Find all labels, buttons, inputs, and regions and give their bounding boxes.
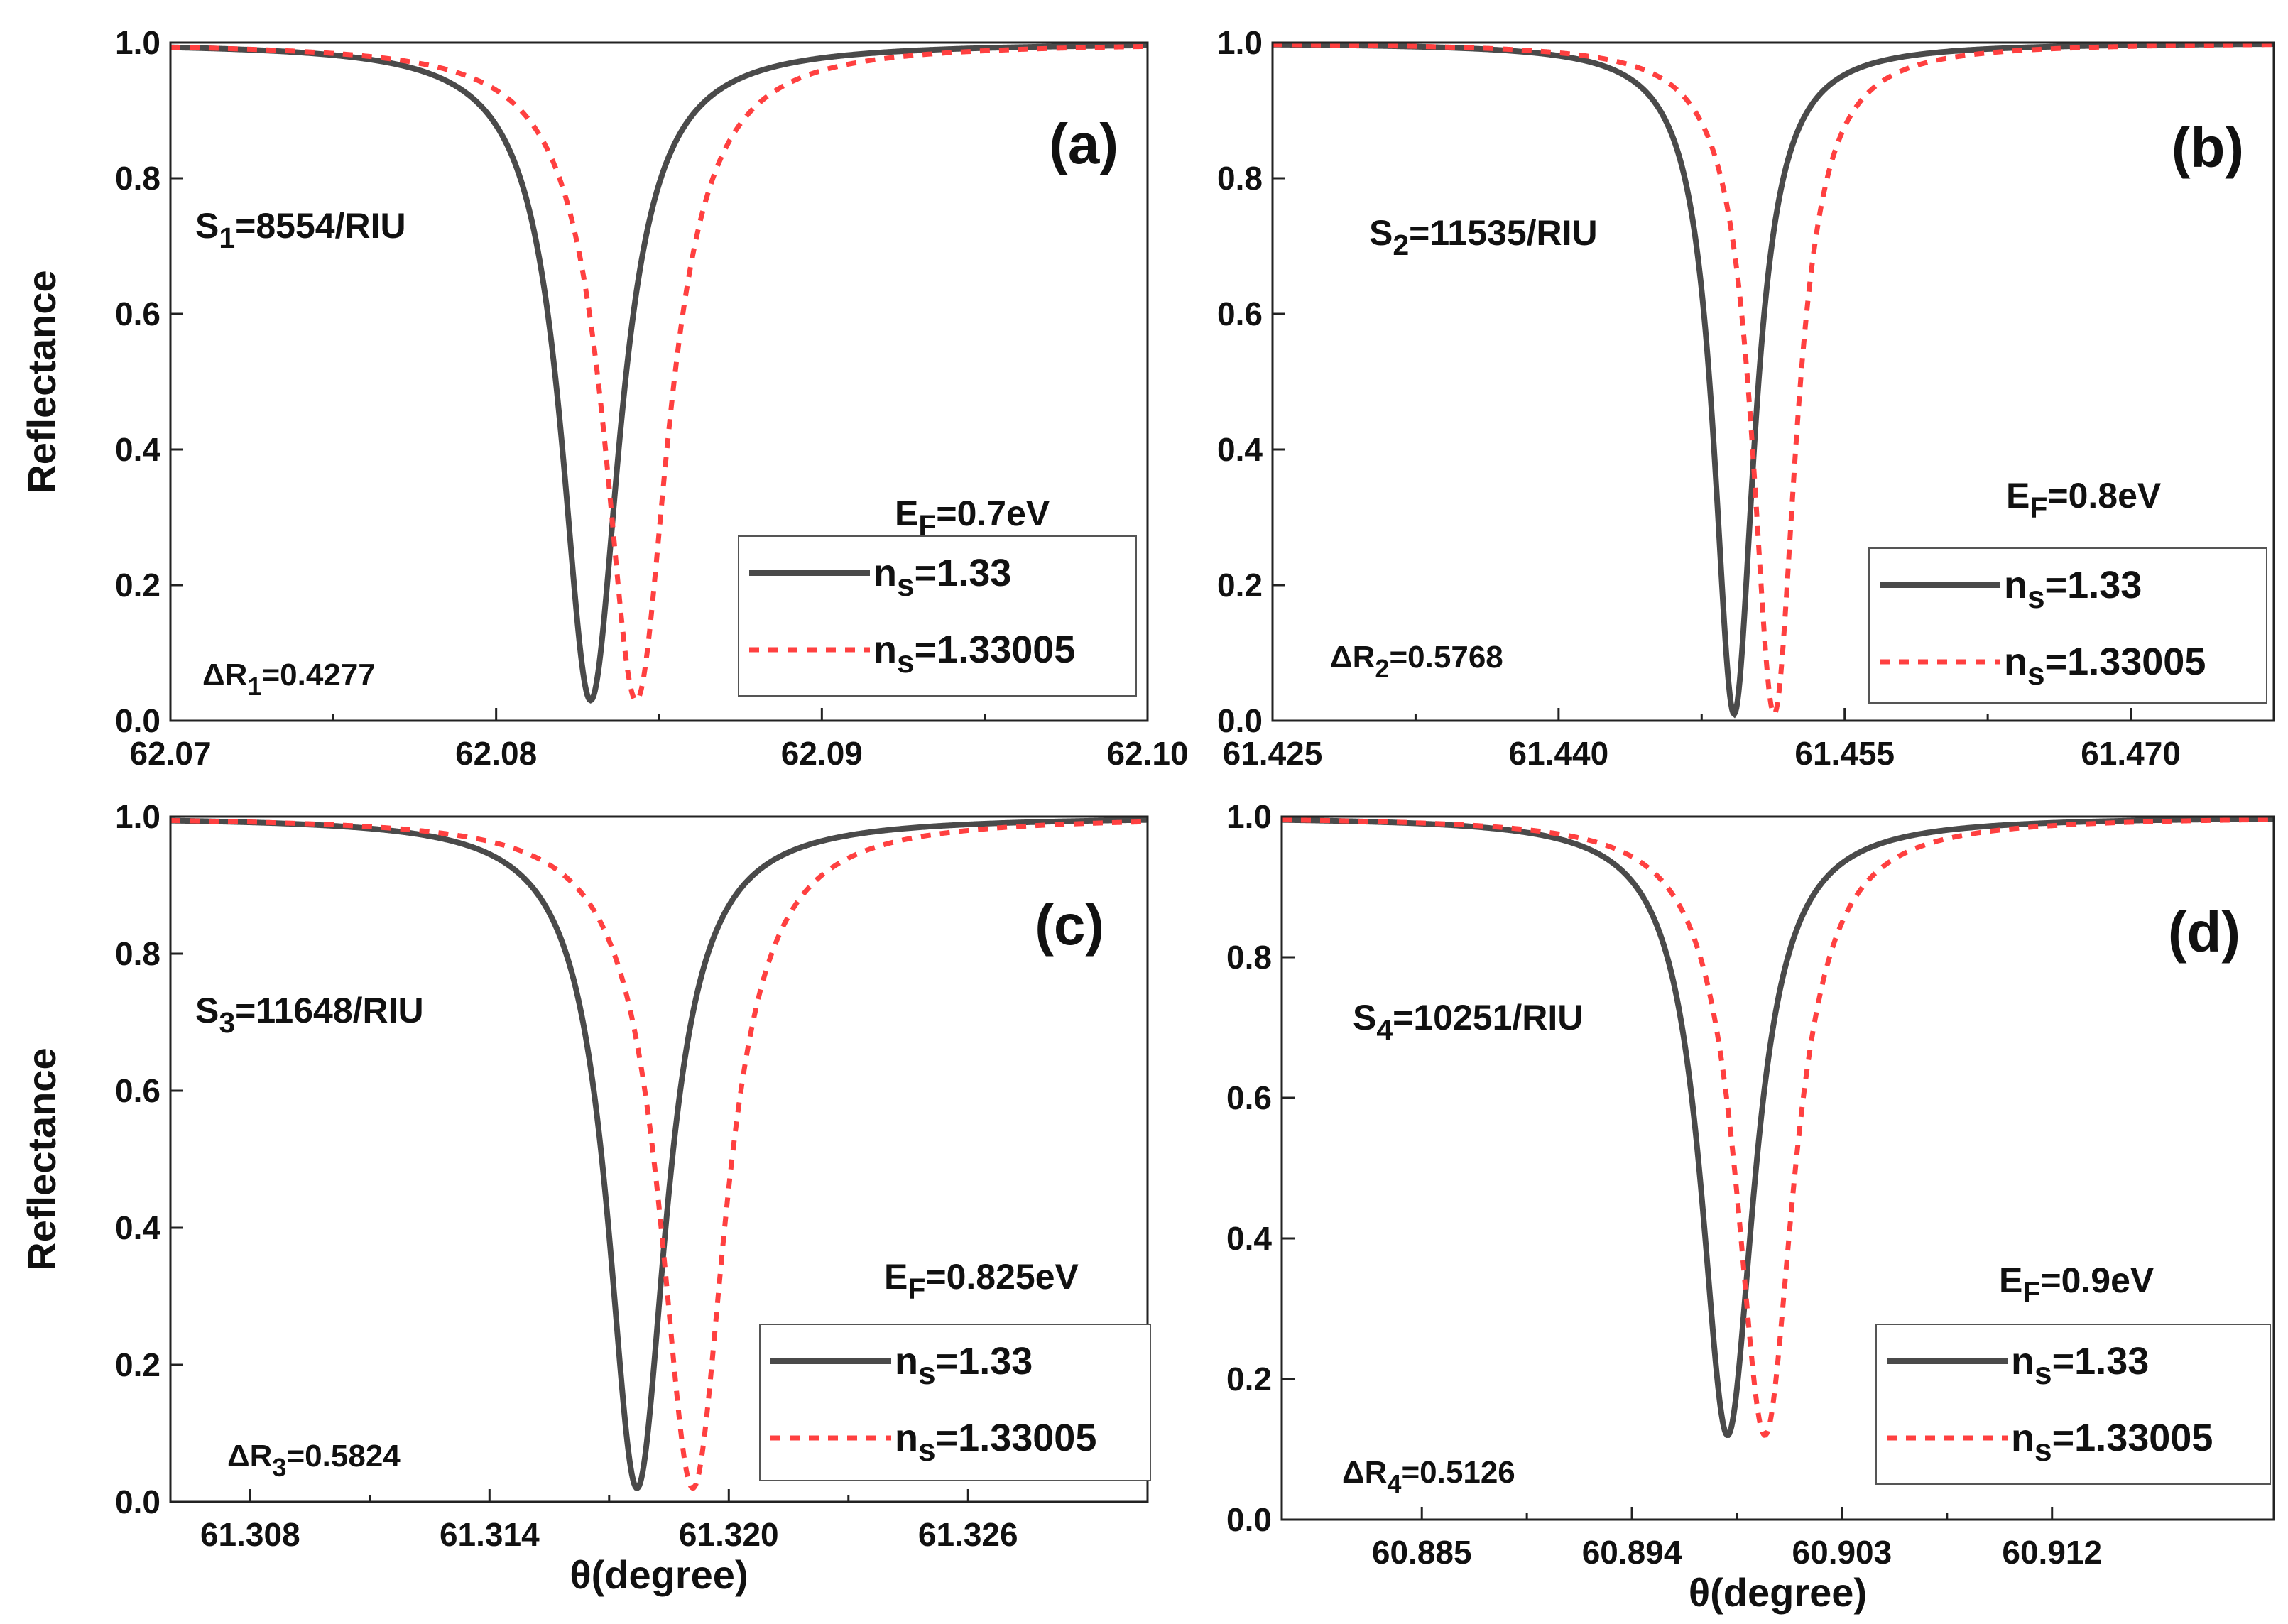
x-tick-label: 62.09 (781, 735, 863, 772)
panel-c: 0.0 0.2 0.4 0.6 0.8 1.0 61.308 61.314 61.320 61.3… (19, 798, 1151, 1597)
sensitivity-annotation: S2=11535/RIU (1369, 213, 1598, 261)
y-tick-label: 1.0 (1217, 24, 1263, 61)
x-tick-label: 61.314 (440, 1516, 540, 1553)
legend-label: ns=1.33 (873, 552, 1011, 603)
series-line-ns-1-33005 (1282, 817, 2274, 1438)
x-tick-label: 61.470 (2081, 735, 2181, 772)
legend-box (1868, 547, 2267, 704)
legend-label: ns=1.33005 (895, 1417, 1096, 1468)
y-tick-label: 0.6 (1226, 1079, 1272, 1116)
panel-b: 0.0 0.2 0.4 0.6 0.8 1.0 61.425 61.440 61.455 61.4… (1217, 24, 2275, 772)
x-tick-label: 61.326 (918, 1516, 1018, 1553)
legend-label: ns=1.33005 (873, 628, 1075, 680)
x-tick-label: 61.425 (1223, 735, 1323, 772)
y-tick-label: 0.2 (115, 1346, 160, 1383)
y-tick-label: 0.8 (1226, 939, 1272, 976)
x-tick-label: 61.455 (1794, 735, 1895, 772)
y-tick-label: 0.8 (115, 935, 160, 972)
y-tick-label: 0.4 (115, 431, 160, 468)
y-tick-label: 0.0 (115, 1483, 160, 1520)
y-tick-label: 1.0 (115, 798, 160, 835)
x-tick-label: 60.885 (1372, 1534, 1472, 1571)
legend: ns=1.33 ns=1.33005 (1868, 547, 2267, 704)
x-tick-label: 60.894 (1582, 1534, 1682, 1571)
legend-label: ns=1.33 (2011, 1340, 2149, 1391)
delta-r-annotation: ΔR1=0.4277 (202, 658, 376, 701)
legend: ns=1.33 ns=1.33005 (1875, 1324, 2271, 1485)
x-tick-label: 60.912 (2002, 1534, 2102, 1571)
x-axis-title: θ(degree) (1689, 1570, 1867, 1615)
series-line-ns-1-33 (1273, 43, 2274, 719)
panel-d: 0.0 0.2 0.4 0.6 0.8 1.0 60.885 60.894 60.903 60.9… (1226, 798, 2275, 1615)
delta-r-annotation: ΔR4=0.5126 (1342, 1455, 1515, 1498)
sensitivity-annotation: S4=10251/RIU (1353, 998, 1583, 1046)
y-tick-label: 0.6 (115, 1072, 160, 1109)
x-tick-label: 62.10 (1106, 735, 1188, 772)
y-tick-label: 0.0 (115, 702, 160, 739)
x-tick-label: 62.07 (129, 735, 211, 772)
legend-label: ns=1.33 (2004, 564, 2142, 615)
plot-frame (1271, 41, 2275, 722)
fermi-energy-annotation: EF=0.825eV (884, 1257, 1079, 1305)
y-tick-label: 1.0 (1226, 798, 1272, 835)
x-tick-label: 61.308 (200, 1516, 300, 1553)
delta-r-annotation: ΔR2=0.5768 (1330, 640, 1503, 683)
y-tick-label: 0.8 (1217, 160, 1263, 197)
legend-box (759, 1324, 1151, 1481)
fermi-energy-annotation: EF=0.9eV (1999, 1260, 2154, 1309)
legend-box (1875, 1324, 2271, 1485)
series-line-ns-1-33005 (170, 817, 1148, 1491)
fermi-energy-annotation: EF=0.7eV (895, 494, 1050, 542)
panel-label: (d) (2168, 900, 2240, 964)
legend-box (738, 535, 1137, 697)
legend: ns=1.33 ns=1.33005 (738, 535, 1137, 697)
panel-label: (a) (1049, 112, 1118, 175)
panel-label: (b) (2172, 116, 2244, 179)
x-tick-label: 60.903 (1792, 1534, 1892, 1571)
y-tick-label: 0.4 (1226, 1220, 1272, 1257)
series-line-ns-1-33005 (170, 43, 1148, 704)
x-tick-label: 61.440 (1509, 735, 1609, 772)
sensitivity-annotation: S1=8554/RIU (195, 206, 406, 254)
y-tick-label: 0.8 (115, 160, 160, 197)
y-tick-label: 0.0 (1217, 702, 1263, 739)
x-tick-label: 62.08 (455, 735, 537, 772)
legend-label: ns=1.33005 (2004, 641, 2206, 692)
y-tick-label: 0.6 (1217, 295, 1263, 332)
sensitivity-annotation: S3=11648/RIU (195, 991, 424, 1039)
y-tick-label: 0.6 (115, 295, 160, 332)
y-tick-label: 0.4 (115, 1209, 160, 1246)
legend-label: ns=1.33005 (2011, 1417, 2213, 1468)
y-axis-title: Reflectance (19, 270, 64, 493)
x-tick-label: 61.320 (679, 1516, 779, 1553)
fermi-energy-annotation: EF=0.8eV (2006, 476, 2162, 524)
panel-label: (c) (1035, 893, 1104, 957)
plot-frame (1280, 815, 2275, 1521)
panel-a: 0.0 0.2 0.4 0.6 0.8 1.0 62.07 62.08 62.09 62.10 Re… (19, 24, 1189, 772)
y-tick-label: 0.2 (1217, 567, 1263, 604)
x-axis-title: θ(degree) (570, 1552, 748, 1597)
y-axis-title: Reflectance (19, 1047, 64, 1270)
y-tick-label: 0.0 (1226, 1501, 1272, 1538)
y-tick-label: 1.0 (115, 24, 160, 61)
delta-r-annotation: ΔR3=0.5824 (227, 1439, 401, 1482)
legend: ns=1.33 ns=1.33005 (759, 1324, 1151, 1481)
legend-label: ns=1.33 (895, 1340, 1033, 1391)
plot-frame (169, 815, 1149, 1503)
y-tick-label: 0.4 (1217, 431, 1263, 468)
y-tick-label: 0.2 (115, 567, 160, 604)
y-tick-label: 0.2 (1226, 1361, 1272, 1397)
